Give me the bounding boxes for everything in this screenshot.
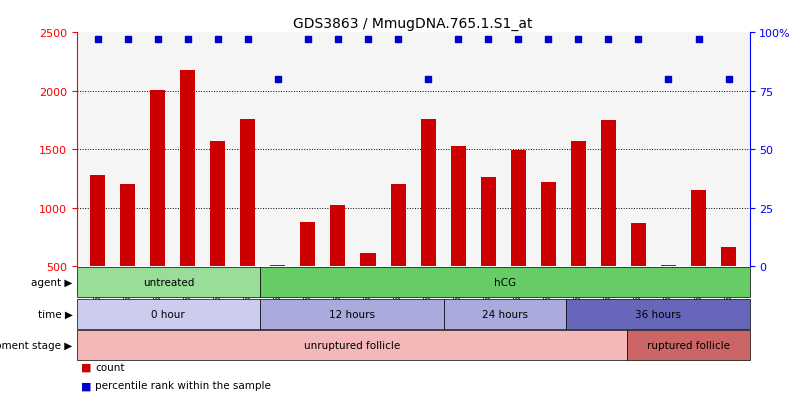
Bar	[391, 185, 405, 266]
Bar	[150, 91, 165, 266]
Bar	[240, 120, 256, 266]
Bar	[631, 224, 646, 266]
Bar	[90, 176, 105, 266]
Text: ■: ■	[81, 362, 91, 372]
Text: 24 hours: 24 hours	[482, 309, 528, 319]
Text: development stage ▶: development stage ▶	[0, 340, 73, 351]
Bar	[480, 177, 496, 266]
Bar	[600, 121, 616, 266]
Bar	[210, 142, 226, 266]
Bar	[691, 190, 706, 266]
Text: ruptured follicle: ruptured follicle	[647, 340, 730, 351]
Bar	[270, 265, 285, 266]
Bar	[181, 71, 195, 266]
Bar	[301, 222, 315, 266]
Bar	[421, 119, 435, 266]
Bar	[360, 253, 376, 266]
Bar	[330, 206, 346, 266]
Text: unruptured follicle: unruptured follicle	[304, 340, 400, 351]
Bar	[541, 183, 556, 266]
Text: hCG: hCG	[494, 278, 516, 288]
Text: agent ▶: agent ▶	[31, 278, 73, 288]
Text: percentile rank within the sample: percentile rank within the sample	[95, 380, 271, 390]
Text: untreated: untreated	[143, 278, 194, 288]
Text: 0 hour: 0 hour	[152, 309, 185, 319]
Bar	[571, 142, 586, 266]
Bar	[721, 248, 736, 266]
Bar	[511, 151, 526, 266]
Bar	[661, 265, 676, 266]
Bar	[451, 146, 466, 266]
Text: 12 hours: 12 hours	[329, 309, 375, 319]
Text: count: count	[95, 362, 125, 372]
Text: 36 hours: 36 hours	[635, 309, 681, 319]
Bar	[120, 184, 135, 266]
Text: time ▶: time ▶	[38, 309, 73, 319]
Text: ■: ■	[81, 380, 91, 390]
Title: GDS3863 / MmugDNA.765.1.S1_at: GDS3863 / MmugDNA.765.1.S1_at	[293, 17, 533, 31]
